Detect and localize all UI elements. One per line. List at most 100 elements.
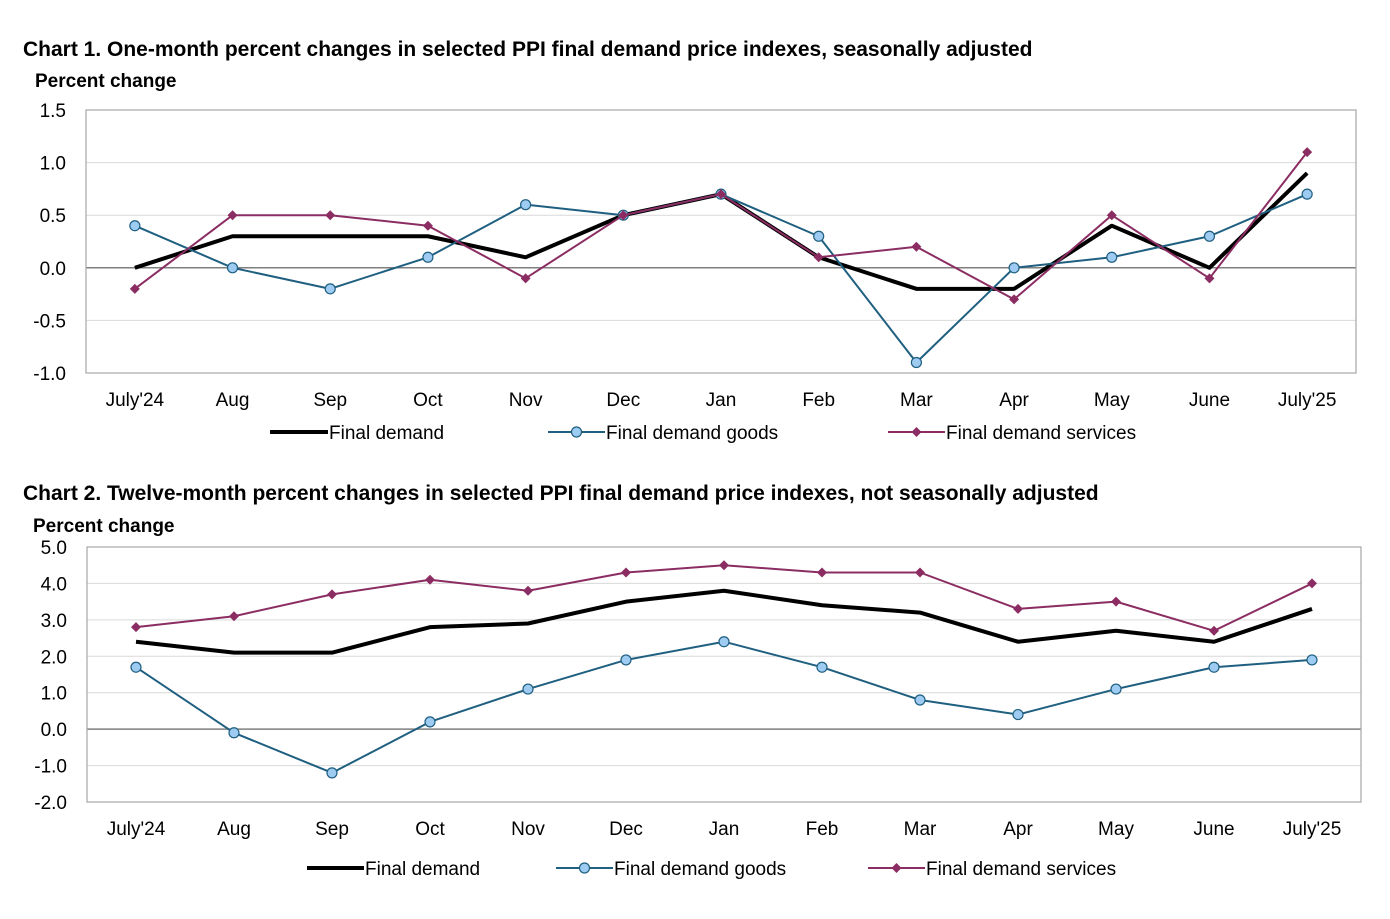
x-tick-label: Apr xyxy=(999,390,1029,411)
chart-2: Chart 2. Twelve-month percent changes in… xyxy=(23,482,1362,880)
final-demand-goods-point xyxy=(1110,683,1122,695)
chart-1: Chart 1. One-month percent changes in se… xyxy=(23,38,1357,444)
final-demand-services-line xyxy=(135,564,1313,632)
final-demand-goods-point xyxy=(1306,654,1318,666)
final-demand-services-point xyxy=(425,574,435,585)
chart-2-y-axis-label: Percent change xyxy=(33,516,175,537)
chart-1-y-axis-label: Percent change xyxy=(35,71,177,92)
final-demand-goods-point xyxy=(620,654,632,666)
final-demand-services-point xyxy=(1111,596,1121,607)
x-tick-label: Nov xyxy=(509,390,543,411)
final-demand-services-point xyxy=(915,567,925,578)
y-tick-label: 1.0 xyxy=(41,684,67,705)
final-demand-services-point xyxy=(131,622,141,633)
y-tick-label: -2.0 xyxy=(34,793,67,814)
y-tick-label: 0.0 xyxy=(40,259,66,280)
final-demand-goods-line xyxy=(135,640,1313,774)
final-demand-goods-point xyxy=(813,230,825,242)
x-tick-label: Mar xyxy=(900,390,933,411)
final-demand-services-point xyxy=(1009,294,1020,305)
x-tick-label: Sep xyxy=(313,390,347,411)
final-demand-services-point xyxy=(129,283,140,294)
chart-1-title: Chart 1. One-month percent changes in se… xyxy=(23,38,1032,61)
final-demand-goods-point xyxy=(324,283,336,295)
x-tick-label: Sep xyxy=(315,819,349,840)
x-tick-label: July'25 xyxy=(1278,390,1337,411)
final-demand-goods-point xyxy=(326,767,338,779)
final-demand-services-point xyxy=(1307,578,1317,589)
x-tick-label: Jan xyxy=(706,390,737,411)
legend-label-final-demand: Final demand xyxy=(365,859,480,880)
final-demand-services-point xyxy=(520,273,531,284)
final-demand-services-point xyxy=(327,589,337,600)
legend-label-final-demand-services: Final demand services xyxy=(926,859,1116,880)
final-demand-services-point xyxy=(229,611,239,622)
final-demand-goods-line xyxy=(134,193,1308,364)
x-tick-label: June xyxy=(1189,390,1230,411)
final-demand-services-point xyxy=(422,220,433,231)
y-tick-label: -0.5 xyxy=(33,311,66,332)
final-demand-goods-point xyxy=(1203,230,1216,242)
y-tick-label: -1.0 xyxy=(33,364,66,385)
y-tick-label: 1.5 xyxy=(40,101,66,122)
x-tick-label: Dec xyxy=(609,819,643,840)
legend-marker-final-demand-services xyxy=(891,863,902,873)
legend-label-final-demand-goods: Final demand goods xyxy=(614,859,786,880)
x-tick-label: Mar xyxy=(904,819,937,840)
final-demand-services-line xyxy=(134,151,1308,301)
x-tick-label: Jan xyxy=(709,819,740,840)
final-demand-goods-point xyxy=(1012,708,1024,721)
x-tick-label: Feb xyxy=(802,390,835,411)
final-demand-goods-point xyxy=(228,727,240,739)
final-demand-goods-point xyxy=(130,661,142,673)
final-demand-goods-point xyxy=(718,636,730,648)
x-tick-label: Aug xyxy=(216,390,250,411)
final-demand-goods-point xyxy=(226,262,239,274)
legend-label-final-demand-goods: Final demand goods xyxy=(606,423,778,444)
y-tick-label: 2.0 xyxy=(41,647,67,668)
final-demand-goods-point xyxy=(816,661,828,673)
legend-marker-final-demand-goods xyxy=(578,862,591,874)
y-tick-label: 1.0 xyxy=(40,154,66,175)
final-demand-services-point xyxy=(1106,210,1117,221)
final-demand-services-point xyxy=(817,567,827,578)
final-demand-line xyxy=(135,588,1313,655)
x-tick-label: May xyxy=(1098,819,1134,840)
final-demand-services-point xyxy=(813,252,824,263)
final-demand-services-point xyxy=(325,210,336,221)
x-tick-label: Dec xyxy=(606,390,640,411)
final-demand-services-point xyxy=(227,210,238,221)
x-tick-label: Feb xyxy=(806,819,839,840)
x-tick-label: Oct xyxy=(413,390,443,411)
x-tick-label: July'24 xyxy=(107,819,166,840)
final-demand-services-point xyxy=(1302,147,1313,158)
x-tick-label: Oct xyxy=(415,819,445,840)
x-tick-label: June xyxy=(1193,819,1234,840)
final-demand-goods-point xyxy=(914,694,926,706)
y-tick-label: 0.5 xyxy=(40,206,66,227)
final-demand-services-point xyxy=(1209,625,1219,636)
final-demand-services-point xyxy=(1013,603,1023,614)
final-demand-goods-point xyxy=(129,220,141,232)
final-demand-goods-point xyxy=(522,683,534,695)
x-tick-label: July'25 xyxy=(1283,819,1342,840)
legend-label-final-demand: Final demand xyxy=(329,423,444,444)
final-demand-goods-point xyxy=(1008,262,1020,274)
y-tick-label: 3.0 xyxy=(41,611,67,632)
y-tick-label: 5.0 xyxy=(41,538,67,559)
final-demand-services-point xyxy=(719,560,729,571)
plot-area-frame xyxy=(86,546,1362,803)
final-demand-goods-point xyxy=(424,716,436,728)
final-demand-goods-point xyxy=(910,356,922,369)
final-demand-services-point xyxy=(618,210,629,221)
final-demand-services-point xyxy=(716,189,726,200)
final-demand-goods-point xyxy=(422,251,434,263)
final-demand-goods-point xyxy=(520,199,532,211)
y-tick-label: -1.0 xyxy=(34,757,67,778)
legend-marker-final-demand-services xyxy=(911,427,922,437)
final-demand-goods-point xyxy=(1106,251,1118,263)
x-tick-label: Aug xyxy=(217,819,251,840)
x-tick-label: May xyxy=(1094,390,1130,411)
x-tick-label: Nov xyxy=(511,819,545,840)
